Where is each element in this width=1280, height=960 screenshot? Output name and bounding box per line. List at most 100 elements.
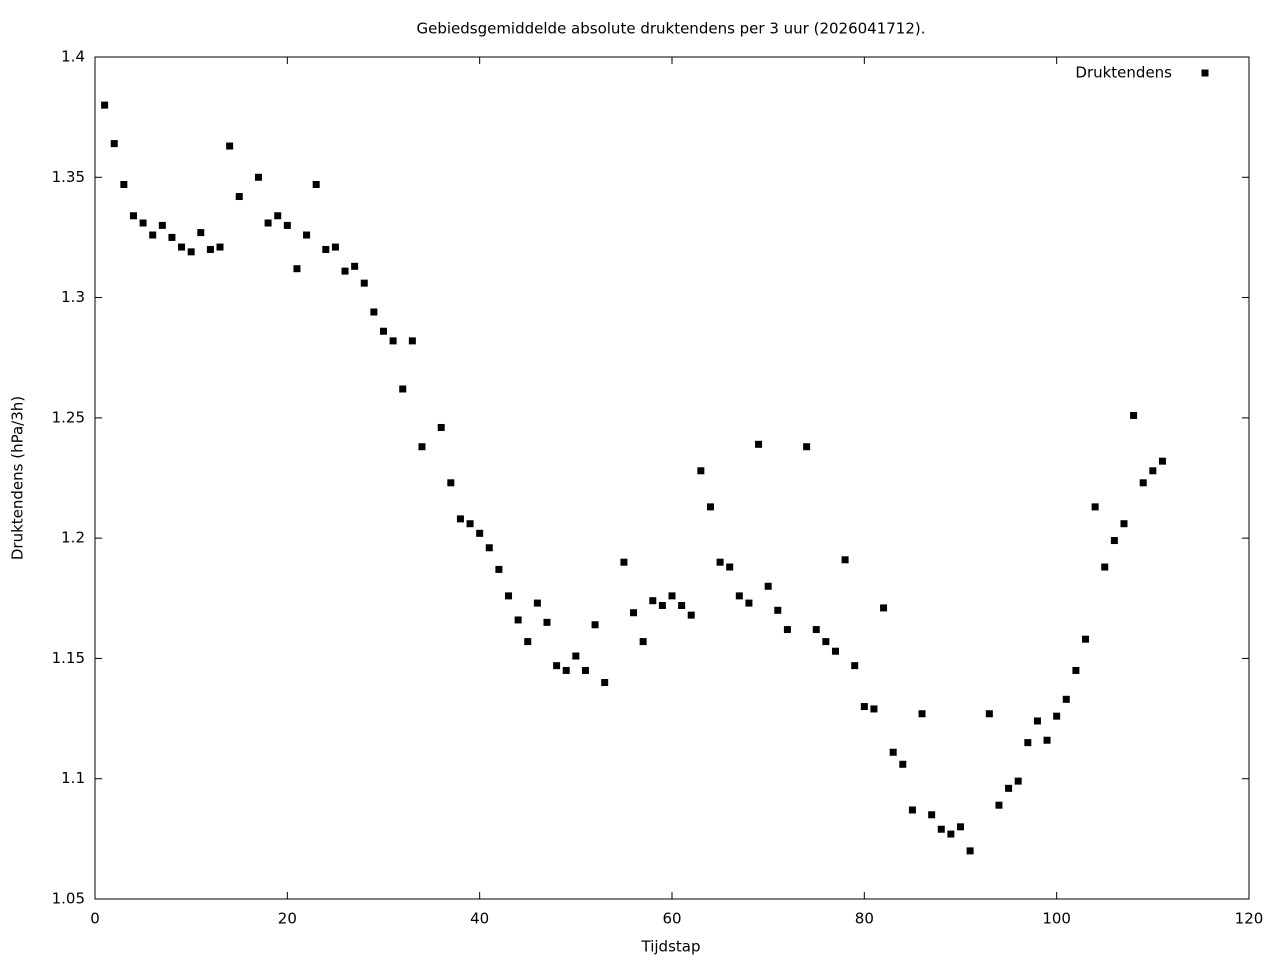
point (649, 597, 657, 605)
point (870, 705, 878, 713)
point (937, 825, 945, 833)
x-axis-label: Tijdstap (641, 938, 701, 956)
point (1110, 537, 1118, 545)
point (485, 544, 493, 552)
point (889, 748, 897, 756)
point (812, 626, 820, 634)
point (533, 599, 541, 607)
point (456, 515, 464, 523)
point (331, 243, 339, 251)
point (341, 267, 349, 275)
point (899, 760, 907, 768)
plot-frame (94, 56, 1250, 900)
point (226, 142, 234, 150)
point (437, 423, 445, 431)
point (764, 582, 772, 590)
point (678, 602, 686, 610)
y-axis-label: Druktendens (hPa/3h) (9, 396, 27, 560)
point (668, 592, 676, 600)
point (706, 503, 714, 511)
point (235, 193, 243, 201)
point (303, 231, 311, 239)
point (206, 245, 214, 253)
point (399, 385, 407, 393)
point (447, 479, 455, 487)
point (947, 830, 955, 838)
x-tick-label: 20 (278, 910, 297, 928)
point (783, 626, 791, 634)
point (851, 662, 859, 670)
point (408, 337, 416, 345)
point (697, 467, 705, 475)
point (149, 231, 157, 239)
point (687, 611, 695, 619)
x-tick-label: 0 (90, 910, 100, 928)
point (110, 140, 118, 148)
point (735, 592, 743, 600)
point (1024, 739, 1032, 747)
point (129, 212, 137, 220)
point (495, 565, 503, 573)
x-tick-label: 100 (1042, 910, 1071, 928)
point (1062, 695, 1070, 703)
point (966, 847, 974, 855)
point (101, 101, 109, 109)
point (928, 811, 936, 819)
point (187, 248, 195, 256)
point (620, 558, 628, 566)
point (716, 558, 724, 566)
point (476, 529, 484, 537)
legend-marker (1201, 69, 1209, 77)
point (139, 219, 147, 227)
point (581, 666, 589, 674)
point (908, 806, 916, 814)
point (630, 609, 638, 617)
y-tick-label: 1.4 (61, 48, 85, 66)
point (1072, 666, 1080, 674)
point (591, 621, 599, 629)
point (918, 710, 926, 718)
point (1033, 717, 1041, 725)
point (726, 563, 734, 571)
point (466, 520, 474, 528)
point (1158, 457, 1166, 465)
point (831, 647, 839, 655)
point (1139, 479, 1147, 487)
point (745, 599, 753, 607)
point (822, 638, 830, 646)
point (360, 279, 368, 287)
point (1014, 777, 1022, 785)
point (1130, 411, 1138, 419)
point (312, 181, 320, 189)
point (957, 823, 964, 831)
point (351, 262, 359, 270)
point (841, 556, 849, 564)
point (380, 327, 387, 335)
point (1120, 520, 1128, 528)
point (601, 678, 609, 686)
point (995, 801, 1003, 809)
point (1101, 563, 1109, 571)
x-tick-label: 120 (1235, 910, 1264, 928)
point (985, 710, 993, 718)
point (322, 245, 330, 253)
point (524, 638, 532, 646)
point (158, 221, 166, 229)
point (1005, 784, 1013, 792)
x-tick-label: 80 (855, 910, 874, 928)
point (572, 652, 580, 660)
point (880, 604, 888, 612)
point (553, 662, 561, 670)
y-tick-label: 1.15 (52, 649, 85, 667)
point (803, 443, 811, 451)
point (755, 440, 763, 448)
point (1082, 635, 1090, 643)
point (293, 265, 301, 273)
point (370, 308, 378, 316)
point (543, 618, 551, 626)
y-tick-label: 1.2 (61, 529, 85, 547)
point (389, 337, 397, 345)
point (514, 616, 522, 624)
chart-title: Gebiedsgemiddelde absolute druktendens p… (416, 20, 925, 38)
